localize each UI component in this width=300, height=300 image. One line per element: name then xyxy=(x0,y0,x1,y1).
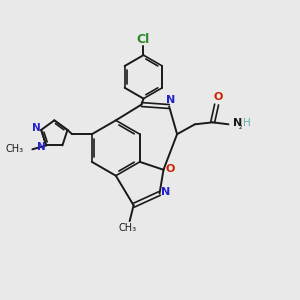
Text: Cl: Cl xyxy=(137,33,150,46)
Text: N: N xyxy=(166,94,175,105)
Text: CH₃: CH₃ xyxy=(5,144,23,154)
Text: N: N xyxy=(32,123,40,133)
Text: O: O xyxy=(214,92,223,102)
Text: N: N xyxy=(233,118,243,128)
Text: H: H xyxy=(243,118,251,128)
Text: O: O xyxy=(166,164,175,174)
Text: N: N xyxy=(161,188,170,197)
Text: ₂: ₂ xyxy=(238,122,242,131)
Text: N: N xyxy=(37,142,46,152)
Text: CH₃: CH₃ xyxy=(118,223,137,233)
